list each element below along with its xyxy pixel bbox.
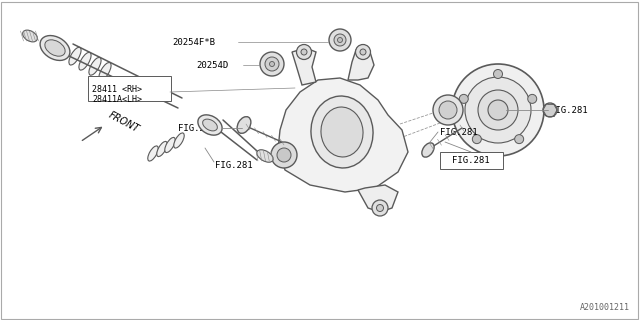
- Text: 20254F*B: 20254F*B: [172, 37, 215, 46]
- Ellipse shape: [301, 49, 307, 55]
- Ellipse shape: [311, 96, 373, 168]
- Ellipse shape: [271, 142, 297, 168]
- Ellipse shape: [355, 44, 371, 60]
- Polygon shape: [292, 48, 316, 85]
- Text: 20254D: 20254D: [196, 60, 228, 69]
- Text: FIG.281: FIG.281: [550, 106, 588, 115]
- Ellipse shape: [79, 52, 91, 70]
- Ellipse shape: [203, 119, 218, 131]
- Ellipse shape: [360, 49, 366, 55]
- Ellipse shape: [148, 146, 158, 161]
- Ellipse shape: [40, 36, 70, 60]
- Ellipse shape: [493, 69, 502, 78]
- Ellipse shape: [277, 148, 291, 162]
- Ellipse shape: [99, 62, 111, 80]
- Ellipse shape: [329, 29, 351, 51]
- Ellipse shape: [237, 117, 251, 133]
- Ellipse shape: [296, 44, 312, 60]
- Ellipse shape: [257, 150, 273, 162]
- Ellipse shape: [89, 57, 101, 75]
- Ellipse shape: [376, 204, 383, 212]
- Text: FIG.281: FIG.281: [215, 161, 253, 170]
- Ellipse shape: [69, 47, 81, 65]
- Ellipse shape: [321, 107, 363, 157]
- Ellipse shape: [22, 30, 37, 42]
- Text: 28411A<LH>: 28411A<LH>: [92, 94, 142, 103]
- Text: A201001211: A201001211: [580, 303, 630, 312]
- Text: 28411 <RH>: 28411 <RH>: [92, 84, 142, 93]
- Ellipse shape: [269, 61, 275, 67]
- Ellipse shape: [543, 103, 557, 117]
- Polygon shape: [358, 185, 398, 212]
- Ellipse shape: [174, 133, 184, 148]
- Ellipse shape: [422, 143, 434, 157]
- Ellipse shape: [265, 57, 279, 71]
- Ellipse shape: [45, 40, 65, 56]
- Polygon shape: [348, 50, 374, 80]
- Ellipse shape: [164, 137, 175, 153]
- Ellipse shape: [260, 52, 284, 76]
- FancyBboxPatch shape: [88, 76, 170, 100]
- Ellipse shape: [460, 94, 468, 103]
- Text: FIG.281: FIG.281: [178, 124, 216, 132]
- Ellipse shape: [472, 135, 481, 144]
- Ellipse shape: [439, 101, 457, 119]
- Ellipse shape: [433, 95, 463, 125]
- Text: FRONT: FRONT: [107, 110, 141, 134]
- Ellipse shape: [515, 135, 524, 144]
- Text: FIG.281: FIG.281: [440, 127, 477, 137]
- FancyBboxPatch shape: [440, 151, 502, 169]
- Ellipse shape: [157, 141, 167, 156]
- Ellipse shape: [465, 77, 531, 143]
- Ellipse shape: [334, 34, 346, 46]
- Ellipse shape: [528, 94, 537, 103]
- Ellipse shape: [488, 100, 508, 120]
- Ellipse shape: [198, 115, 222, 135]
- Ellipse shape: [478, 90, 518, 130]
- Text: FIG.281: FIG.281: [452, 156, 490, 164]
- Ellipse shape: [337, 37, 342, 43]
- Ellipse shape: [452, 64, 544, 156]
- Polygon shape: [278, 78, 408, 192]
- Ellipse shape: [372, 200, 388, 216]
